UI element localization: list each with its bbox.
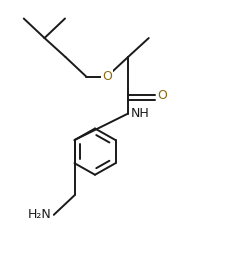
Text: O: O	[158, 89, 168, 102]
Text: O: O	[102, 70, 112, 83]
Text: NH: NH	[130, 107, 150, 120]
Text: H₂N: H₂N	[28, 208, 52, 221]
